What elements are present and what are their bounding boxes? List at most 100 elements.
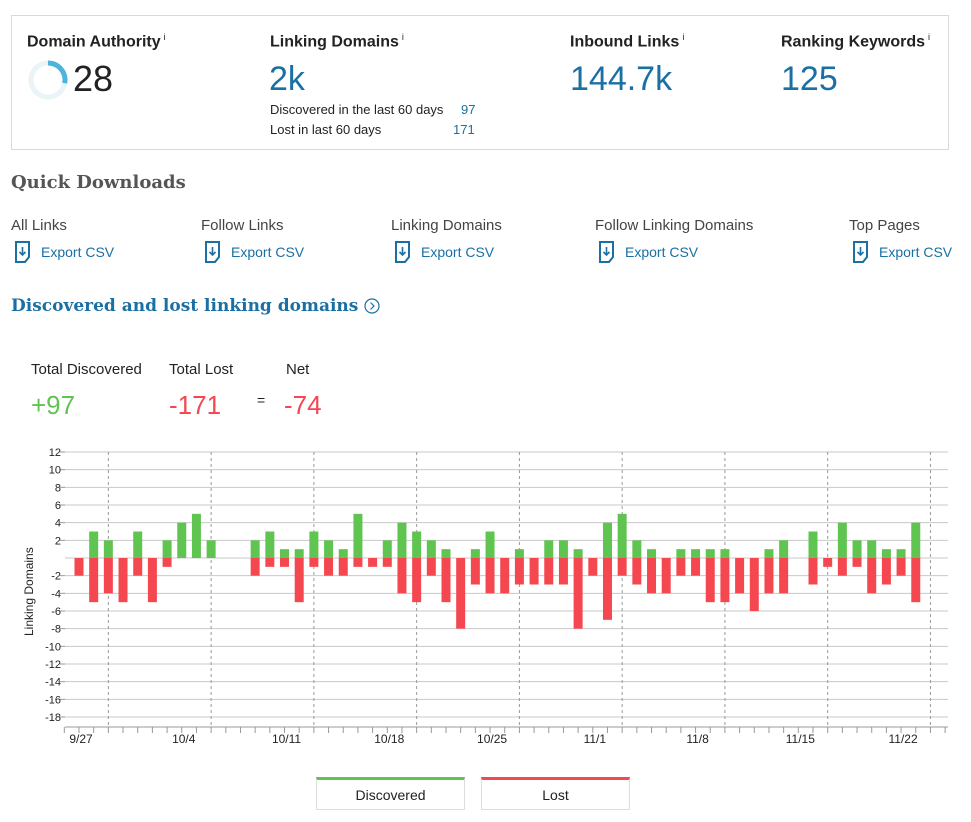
equals-sign: = <box>257 392 266 408</box>
y-axis-label: Linking Domains <box>22 547 36 636</box>
bar-lost <box>749 558 759 611</box>
legend-lost[interactable]: Lost <box>481 777 630 810</box>
ranking-keywords-value: 125 <box>781 60 838 98</box>
bar-lost <box>529 558 539 585</box>
x-tick-label: 10/4 <box>172 732 196 746</box>
bar-lost <box>470 558 480 585</box>
bar-lost <box>118 558 128 603</box>
bar-lost <box>558 558 568 585</box>
bar-discovered <box>309 531 319 558</box>
bar-discovered <box>324 540 334 558</box>
export-csv-button[interactable]: Export CSV <box>598 240 698 264</box>
export-csv-button[interactable]: Export CSV <box>394 240 494 264</box>
net-label: Net <box>286 361 310 378</box>
bar-discovered <box>632 540 642 558</box>
legend-discovered[interactable]: Discovered <box>316 777 465 810</box>
bar-discovered <box>705 549 715 558</box>
bar-discovered <box>544 540 554 558</box>
quick-downloads-title: Quick Downloads <box>11 172 186 193</box>
file-download-icon <box>15 241 30 263</box>
bar-discovered <box>602 522 612 558</box>
bar-discovered <box>808 531 818 558</box>
bar-discovered <box>280 549 290 558</box>
bar-discovered <box>617 513 627 558</box>
discovered-60-value[interactable]: 97 <box>461 102 476 117</box>
total-discovered-value: +97 <box>31 390 76 420</box>
chevron-circle-right-icon[interactable] <box>364 298 380 314</box>
bar-lost <box>661 558 671 594</box>
bar-lost <box>485 558 495 594</box>
bar-lost <box>133 558 143 576</box>
download-label: Follow Links <box>201 217 284 234</box>
y-tick-label: 12 <box>49 447 61 459</box>
bar-lost <box>397 558 407 594</box>
bar-lost <box>456 558 466 629</box>
y-tick-label: -12 <box>45 659 61 671</box>
info-icon[interactable]: i <box>682 32 685 42</box>
label: Ranking Keywords <box>781 33 926 51</box>
info-icon[interactable]: i <box>163 32 166 42</box>
bar-discovered <box>382 540 392 558</box>
bar-lost <box>382 558 392 567</box>
bar-discovered <box>177 522 187 558</box>
net-value: -74 <box>284 390 322 420</box>
lost-60-value[interactable]: 171 <box>453 122 475 137</box>
bar-lost <box>500 558 510 594</box>
bar-lost <box>632 558 642 585</box>
export-csv-button[interactable]: Export CSV <box>204 240 304 264</box>
info-icon[interactable]: i <box>928 32 931 42</box>
export-csv-button[interactable]: Export CSV <box>852 240 952 264</box>
export-csv-label: Export CSV <box>879 244 953 260</box>
total-lost-label: Total Lost <box>169 361 234 378</box>
bar-lost <box>837 558 847 576</box>
download-label: All Links <box>11 217 67 234</box>
bar-discovered <box>896 549 906 558</box>
file-download-icon <box>853 241 868 263</box>
bar-discovered <box>426 540 436 558</box>
bar-discovered <box>676 549 686 558</box>
bar-lost <box>896 558 906 576</box>
bar-discovered <box>294 549 304 558</box>
bar-lost <box>808 558 818 585</box>
bar-lost <box>720 558 730 603</box>
y-tick-label: -14 <box>45 677 61 689</box>
bar-lost <box>338 558 348 576</box>
bar-lost <box>764 558 774 594</box>
label: Inbound Links <box>570 33 680 51</box>
bar-lost <box>103 558 113 594</box>
bar-lost <box>867 558 877 594</box>
file-download-icon <box>205 241 220 263</box>
bar-discovered <box>881 549 891 558</box>
bar-discovered <box>353 513 363 558</box>
section-title[interactable]: Discovered and lost linking domains <box>11 296 380 316</box>
bar-discovered <box>412 531 422 558</box>
y-tick-label: 8 <box>55 482 61 494</box>
bar-discovered <box>691 549 701 558</box>
discovered-60-label: Discovered in the last 60 days <box>270 102 444 117</box>
lost-60-label: Lost in last 60 days <box>270 122 382 137</box>
bar-discovered <box>103 540 113 558</box>
bar-lost <box>852 558 862 567</box>
x-tick-label: 11/8 <box>686 732 709 746</box>
bar-lost <box>588 558 598 576</box>
domain-authority-gauge <box>28 60 68 100</box>
bar-lost <box>573 558 583 629</box>
export-csv-label: Export CSV <box>41 244 115 260</box>
info-icon[interactable]: i <box>401 32 404 42</box>
bar-discovered <box>779 540 789 558</box>
bar-lost <box>280 558 290 567</box>
bar-lost <box>705 558 715 603</box>
bar-discovered <box>852 540 862 558</box>
bar-discovered <box>133 531 143 558</box>
bar-lost <box>602 558 612 620</box>
bar-lost <box>617 558 627 576</box>
export-csv-button[interactable]: Export CSV <box>14 240 114 264</box>
domain-authority-value: 28 <box>73 58 114 99</box>
y-tick-label: -8 <box>51 624 61 636</box>
x-tick-label: 9/27 <box>69 732 93 746</box>
section-title-text: Discovered and lost linking domains <box>11 296 359 316</box>
x-tick-label: 10/25 <box>477 732 507 746</box>
inbound-links-value: 144.7k <box>570 60 673 98</box>
bar-lost <box>647 558 657 594</box>
kpi-panel <box>11 15 949 150</box>
